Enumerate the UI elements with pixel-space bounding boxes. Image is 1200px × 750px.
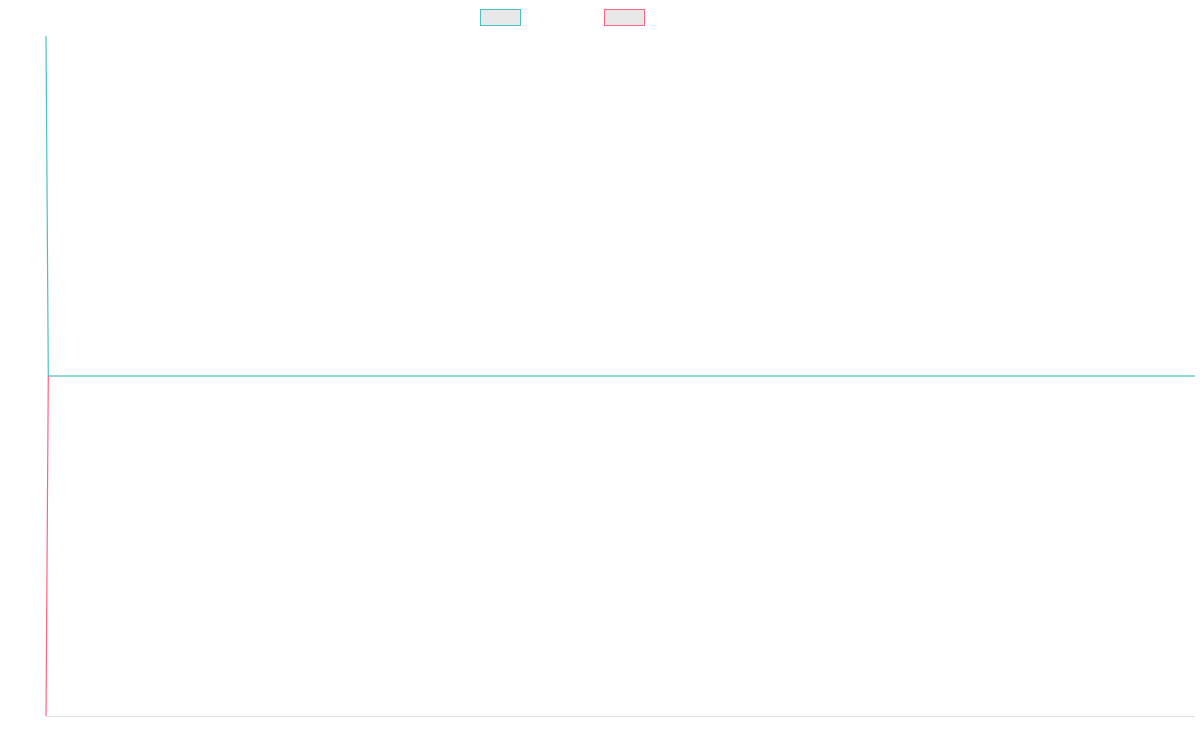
plot-area xyxy=(45,35,1195,717)
legend-swatch-1[interactable] xyxy=(480,9,521,26)
legend[interactable] xyxy=(480,9,645,26)
legend-swatch-2[interactable] xyxy=(604,9,645,26)
series-line-2[interactable] xyxy=(45,375,49,717)
series-line-1[interactable] xyxy=(45,35,1195,377)
